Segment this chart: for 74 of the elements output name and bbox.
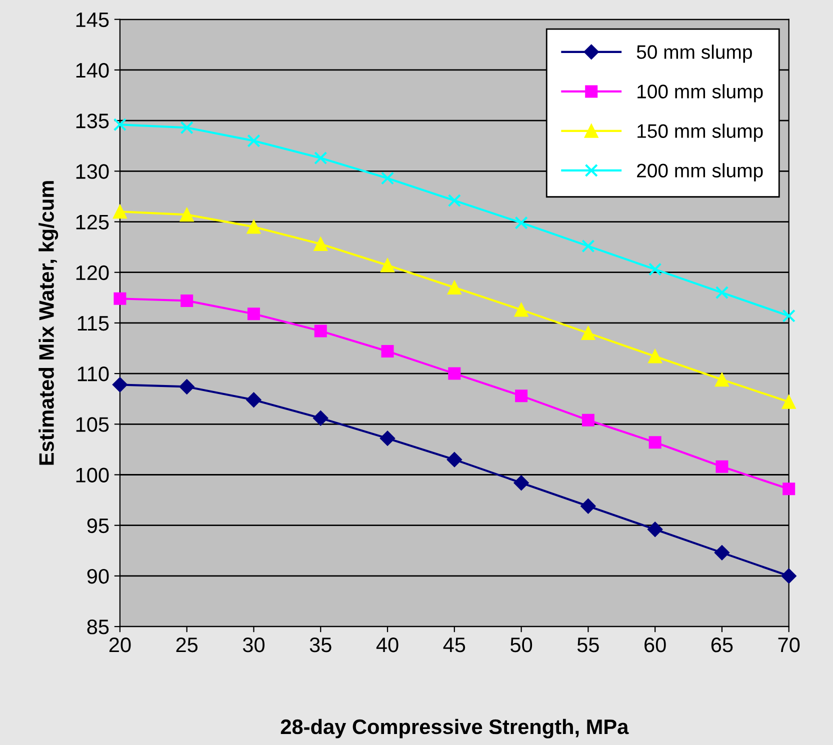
point [113, 204, 127, 219]
legend-label: 150 mm slump [638, 124, 763, 142]
x-tick-label: 25 [176, 638, 198, 652]
point [114, 292, 126, 305]
point [314, 324, 327, 338]
point [648, 522, 663, 537]
point [180, 121, 194, 134]
y-tick-label: 105 [76, 417, 109, 432]
point [448, 194, 461, 208]
y-tick-label: 115 [78, 316, 109, 331]
point [247, 134, 260, 148]
point [313, 410, 328, 426]
x-tick-label: 70 [778, 638, 800, 652]
y-tick-label: 120 [76, 265, 109, 280]
point [514, 302, 528, 317]
point [716, 460, 728, 473]
point [582, 239, 595, 253]
x-tick-label: 60 [644, 638, 666, 652]
point [515, 390, 528, 402]
point [180, 208, 194, 222]
y-tick-label: 130 [76, 164, 109, 179]
legend-label: 100 mm slump [638, 84, 763, 102]
point [648, 436, 662, 449]
y-tick-label: 95 [87, 518, 109, 534]
y-axis-title: Estimated Mix Water, kg/cum [38, 181, 58, 465]
point [514, 475, 529, 490]
y-tick-label: 135 [76, 114, 109, 128]
point [447, 280, 462, 294]
point [314, 237, 328, 251]
y-tick-label: 125 [76, 214, 109, 230]
point [113, 118, 127, 132]
point [715, 286, 729, 300]
point [380, 258, 394, 272]
point [580, 498, 596, 514]
point [714, 545, 730, 560]
legend-label: 200 mm slump [637, 163, 763, 182]
point [581, 326, 596, 340]
point [446, 452, 462, 468]
x-tick-label: 55 [577, 638, 599, 652]
point [448, 367, 461, 380]
point [514, 216, 528, 230]
x-tick-label: 45 [443, 638, 466, 652]
point [180, 294, 194, 307]
point [380, 430, 396, 446]
x-tick-label: 35 [310, 638, 332, 652]
point [314, 151, 328, 165]
x-tick-label: 20 [109, 638, 131, 652]
point [781, 568, 796, 584]
point [246, 220, 261, 234]
x-tick-label: 30 [242, 638, 265, 652]
y-tick-label: 140 [76, 62, 109, 78]
x-tick-label: 40 [376, 638, 398, 652]
y-tick-label: 85 [87, 620, 109, 634]
x-tick-label: 65 [711, 638, 733, 652]
point [648, 262, 662, 276]
x-tick-label: 50 [510, 638, 532, 652]
y-tick-label: 110 [78, 366, 109, 382]
point [782, 394, 796, 409]
y-tick-label: 145 [76, 12, 109, 28]
point [381, 345, 394, 358]
point [179, 379, 194, 394]
point [715, 372, 729, 387]
point [648, 349, 662, 364]
point [380, 172, 394, 185]
point [112, 377, 128, 392]
y-tick-label: 90 [87, 568, 109, 584]
point [247, 308, 260, 320]
legend-label: 50 mm slump [636, 44, 752, 63]
x-axis-title: 28-day Compressive Strength, MPa [280, 718, 629, 738]
point [782, 482, 796, 496]
point [782, 309, 796, 322]
point [246, 392, 262, 408]
y-tick-label: 100 [76, 468, 109, 483]
point [582, 414, 594, 426]
